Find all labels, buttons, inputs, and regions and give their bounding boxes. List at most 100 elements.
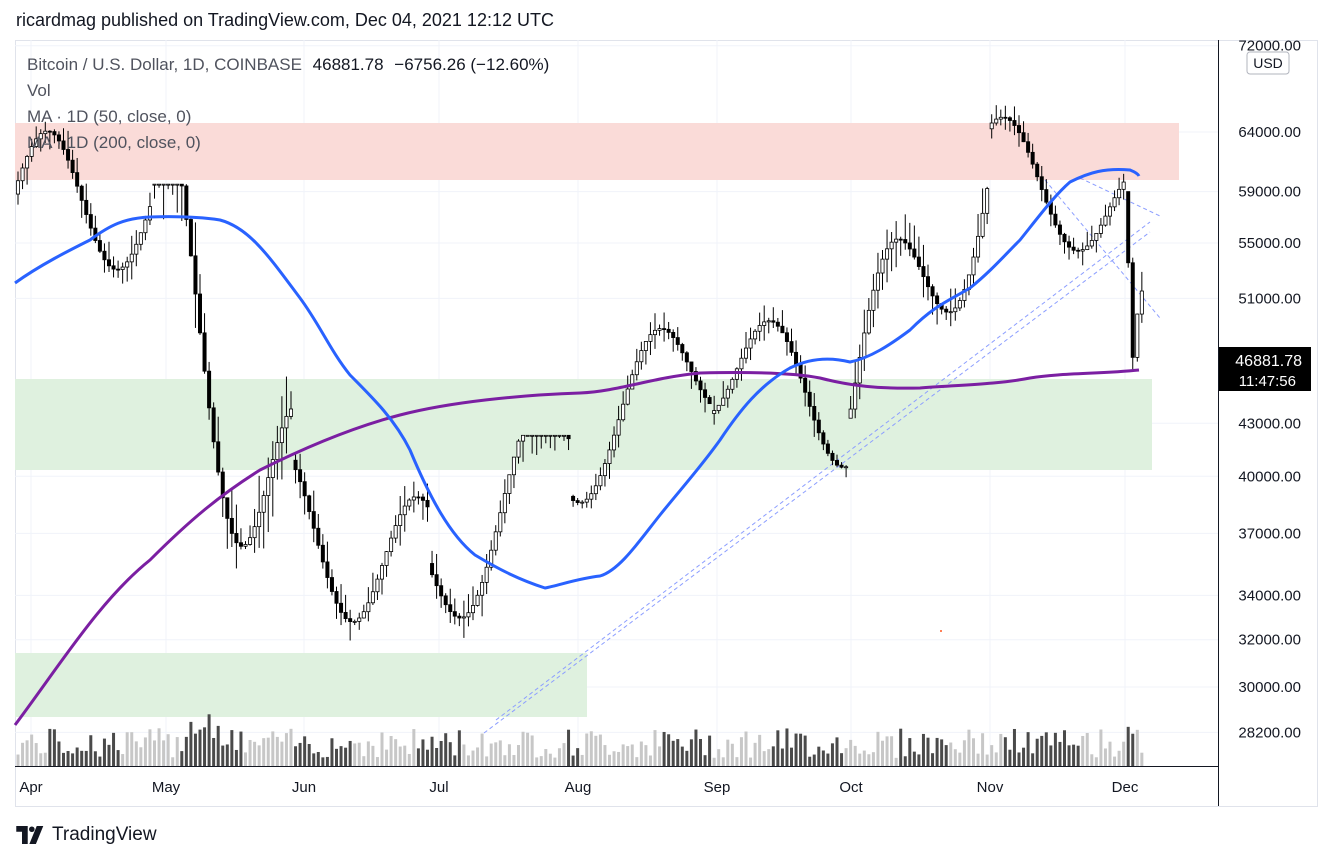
candle-body (1003, 116, 1008, 119)
volume-bar (976, 753, 980, 766)
volume-bar (594, 735, 598, 766)
candle-body (675, 337, 680, 345)
rising-trendline-upper[interactable] (495, 221, 1151, 721)
candle-body (839, 464, 844, 468)
candle-body (630, 374, 635, 390)
legend-ma50[interactable]: MA · 1D (50, close, 0) (27, 107, 192, 126)
volume-bar (1085, 733, 1089, 766)
candle-body (143, 219, 148, 234)
price-axis[interactable]: 72000.00 64000.00 59000.00 55000.00 51000.00… (1238, 38, 1301, 742)
volume-bar (812, 754, 816, 766)
legend-price: 46881.78 (312, 55, 384, 74)
volume-bar (416, 748, 420, 766)
symbol-title[interactable]: Bitcoin / U.S. Dollar, 1D, COINBASE (27, 55, 302, 74)
candle-body (616, 419, 621, 436)
candle-body (739, 357, 744, 370)
candle-body (20, 167, 25, 182)
candle-body (75, 172, 80, 187)
legend-vol[interactable]: Vol (27, 81, 51, 100)
candle-body (534, 434, 539, 437)
volume-bar (667, 734, 671, 766)
volume-bar (612, 751, 616, 766)
resistance-zone (15, 123, 1179, 180)
volume-bar (448, 742, 452, 766)
candle-body (234, 533, 239, 544)
volume-bar (721, 757, 725, 766)
candle-body (775, 321, 780, 327)
candlesticks[interactable] (15, 105, 1144, 641)
legend-ma200[interactable]: MA · 1D (200, close, 0) (27, 133, 201, 152)
candle-body (202, 332, 207, 372)
volume-bar (894, 757, 898, 766)
price-tick-label: 72000.00 (1238, 38, 1301, 55)
volume-bar (1103, 748, 1107, 766)
candle-body (1098, 224, 1103, 234)
volume-bar (153, 740, 156, 766)
candle-body (284, 415, 289, 429)
volume-bar (1113, 756, 1117, 766)
candle-body (261, 495, 266, 513)
volume-bar (680, 746, 684, 766)
rising-trendline-lower[interactable] (483, 231, 1151, 734)
footer-brand[interactable]: TradingView (16, 824, 157, 846)
candle-body (1044, 189, 1049, 203)
price-tick-label: 51000.00 (1238, 290, 1301, 307)
volume-bar (307, 743, 311, 766)
volume-bar (899, 728, 903, 766)
candle-body (625, 388, 630, 405)
volume-bar (107, 744, 111, 766)
time-axis[interactable]: Apr May Jun Jul Aug Sep Oct Nov Dec (19, 779, 1139, 796)
volume-bar (394, 739, 398, 766)
month-label: May (152, 779, 181, 796)
candle-body (857, 356, 862, 384)
volume-bar (366, 741, 370, 766)
volume-bar (244, 752, 247, 766)
volume-bar (403, 745, 407, 766)
volume-bar (385, 749, 389, 766)
candle-body (1007, 117, 1012, 121)
volume-bar (134, 741, 138, 766)
currency-badge[interactable] (1246, 51, 1290, 75)
volume-bar (75, 747, 79, 766)
volume-bar (1012, 728, 1016, 766)
volume-bar (184, 736, 188, 766)
ma200-line[interactable] (13, 368, 1140, 726)
candle-body (307, 495, 312, 512)
candle-body (29, 146, 34, 157)
volume-bar (221, 745, 225, 766)
volume-bar (926, 737, 930, 766)
last-price-badge (1219, 347, 1311, 391)
candle-body (197, 293, 202, 334)
month-label: Apr (19, 779, 42, 796)
candle-body (894, 238, 899, 243)
candle-body (329, 577, 334, 592)
volume-bar (89, 735, 93, 766)
candle-body (384, 551, 389, 566)
candle-body (880, 258, 885, 274)
candle-body (507, 474, 512, 494)
volume-bar (148, 729, 152, 766)
candle-body (875, 272, 880, 291)
candle-body (489, 549, 494, 568)
volume-bar (717, 749, 721, 766)
candle-body (803, 377, 808, 393)
candle-body (448, 604, 453, 613)
candle-body (525, 434, 530, 437)
candle-body (152, 183, 157, 186)
volume-bar (207, 714, 211, 766)
candle-body (766, 320, 771, 323)
candle-body (898, 238, 903, 241)
candle-body (102, 250, 107, 261)
ma50-line[interactable] (14, 168, 1141, 590)
candle-body (926, 276, 931, 288)
volume-bar (407, 753, 411, 766)
volume-bar (790, 747, 793, 766)
candle-body (320, 544, 325, 563)
candle-body (1067, 241, 1072, 248)
volume-bar (66, 751, 70, 766)
candle-body (1094, 233, 1099, 241)
volume-bar (225, 744, 229, 766)
candle-body (1103, 215, 1108, 226)
candle-body (662, 328, 667, 330)
